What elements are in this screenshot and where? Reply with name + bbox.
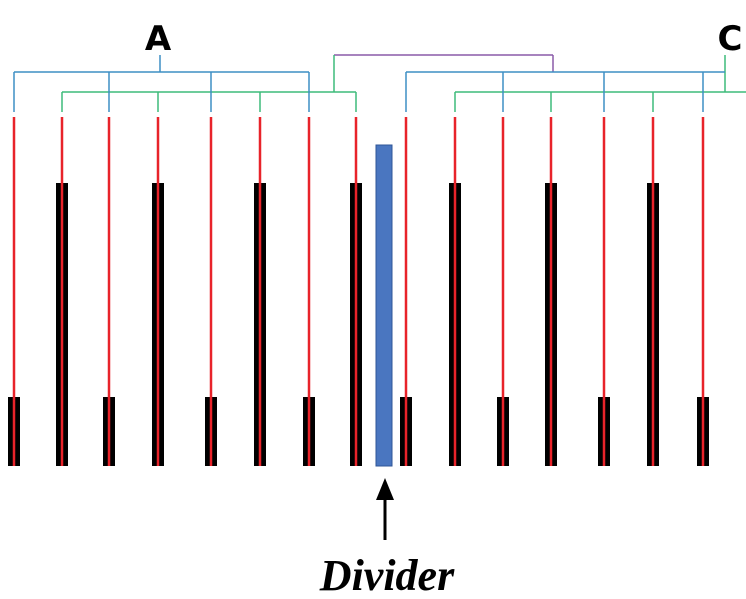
label-a: A bbox=[145, 19, 172, 59]
label-c: C bbox=[718, 19, 743, 59]
divider-bar bbox=[375, 144, 393, 467]
divider-label: Divider bbox=[319, 551, 455, 599]
arrow-head bbox=[376, 478, 394, 500]
